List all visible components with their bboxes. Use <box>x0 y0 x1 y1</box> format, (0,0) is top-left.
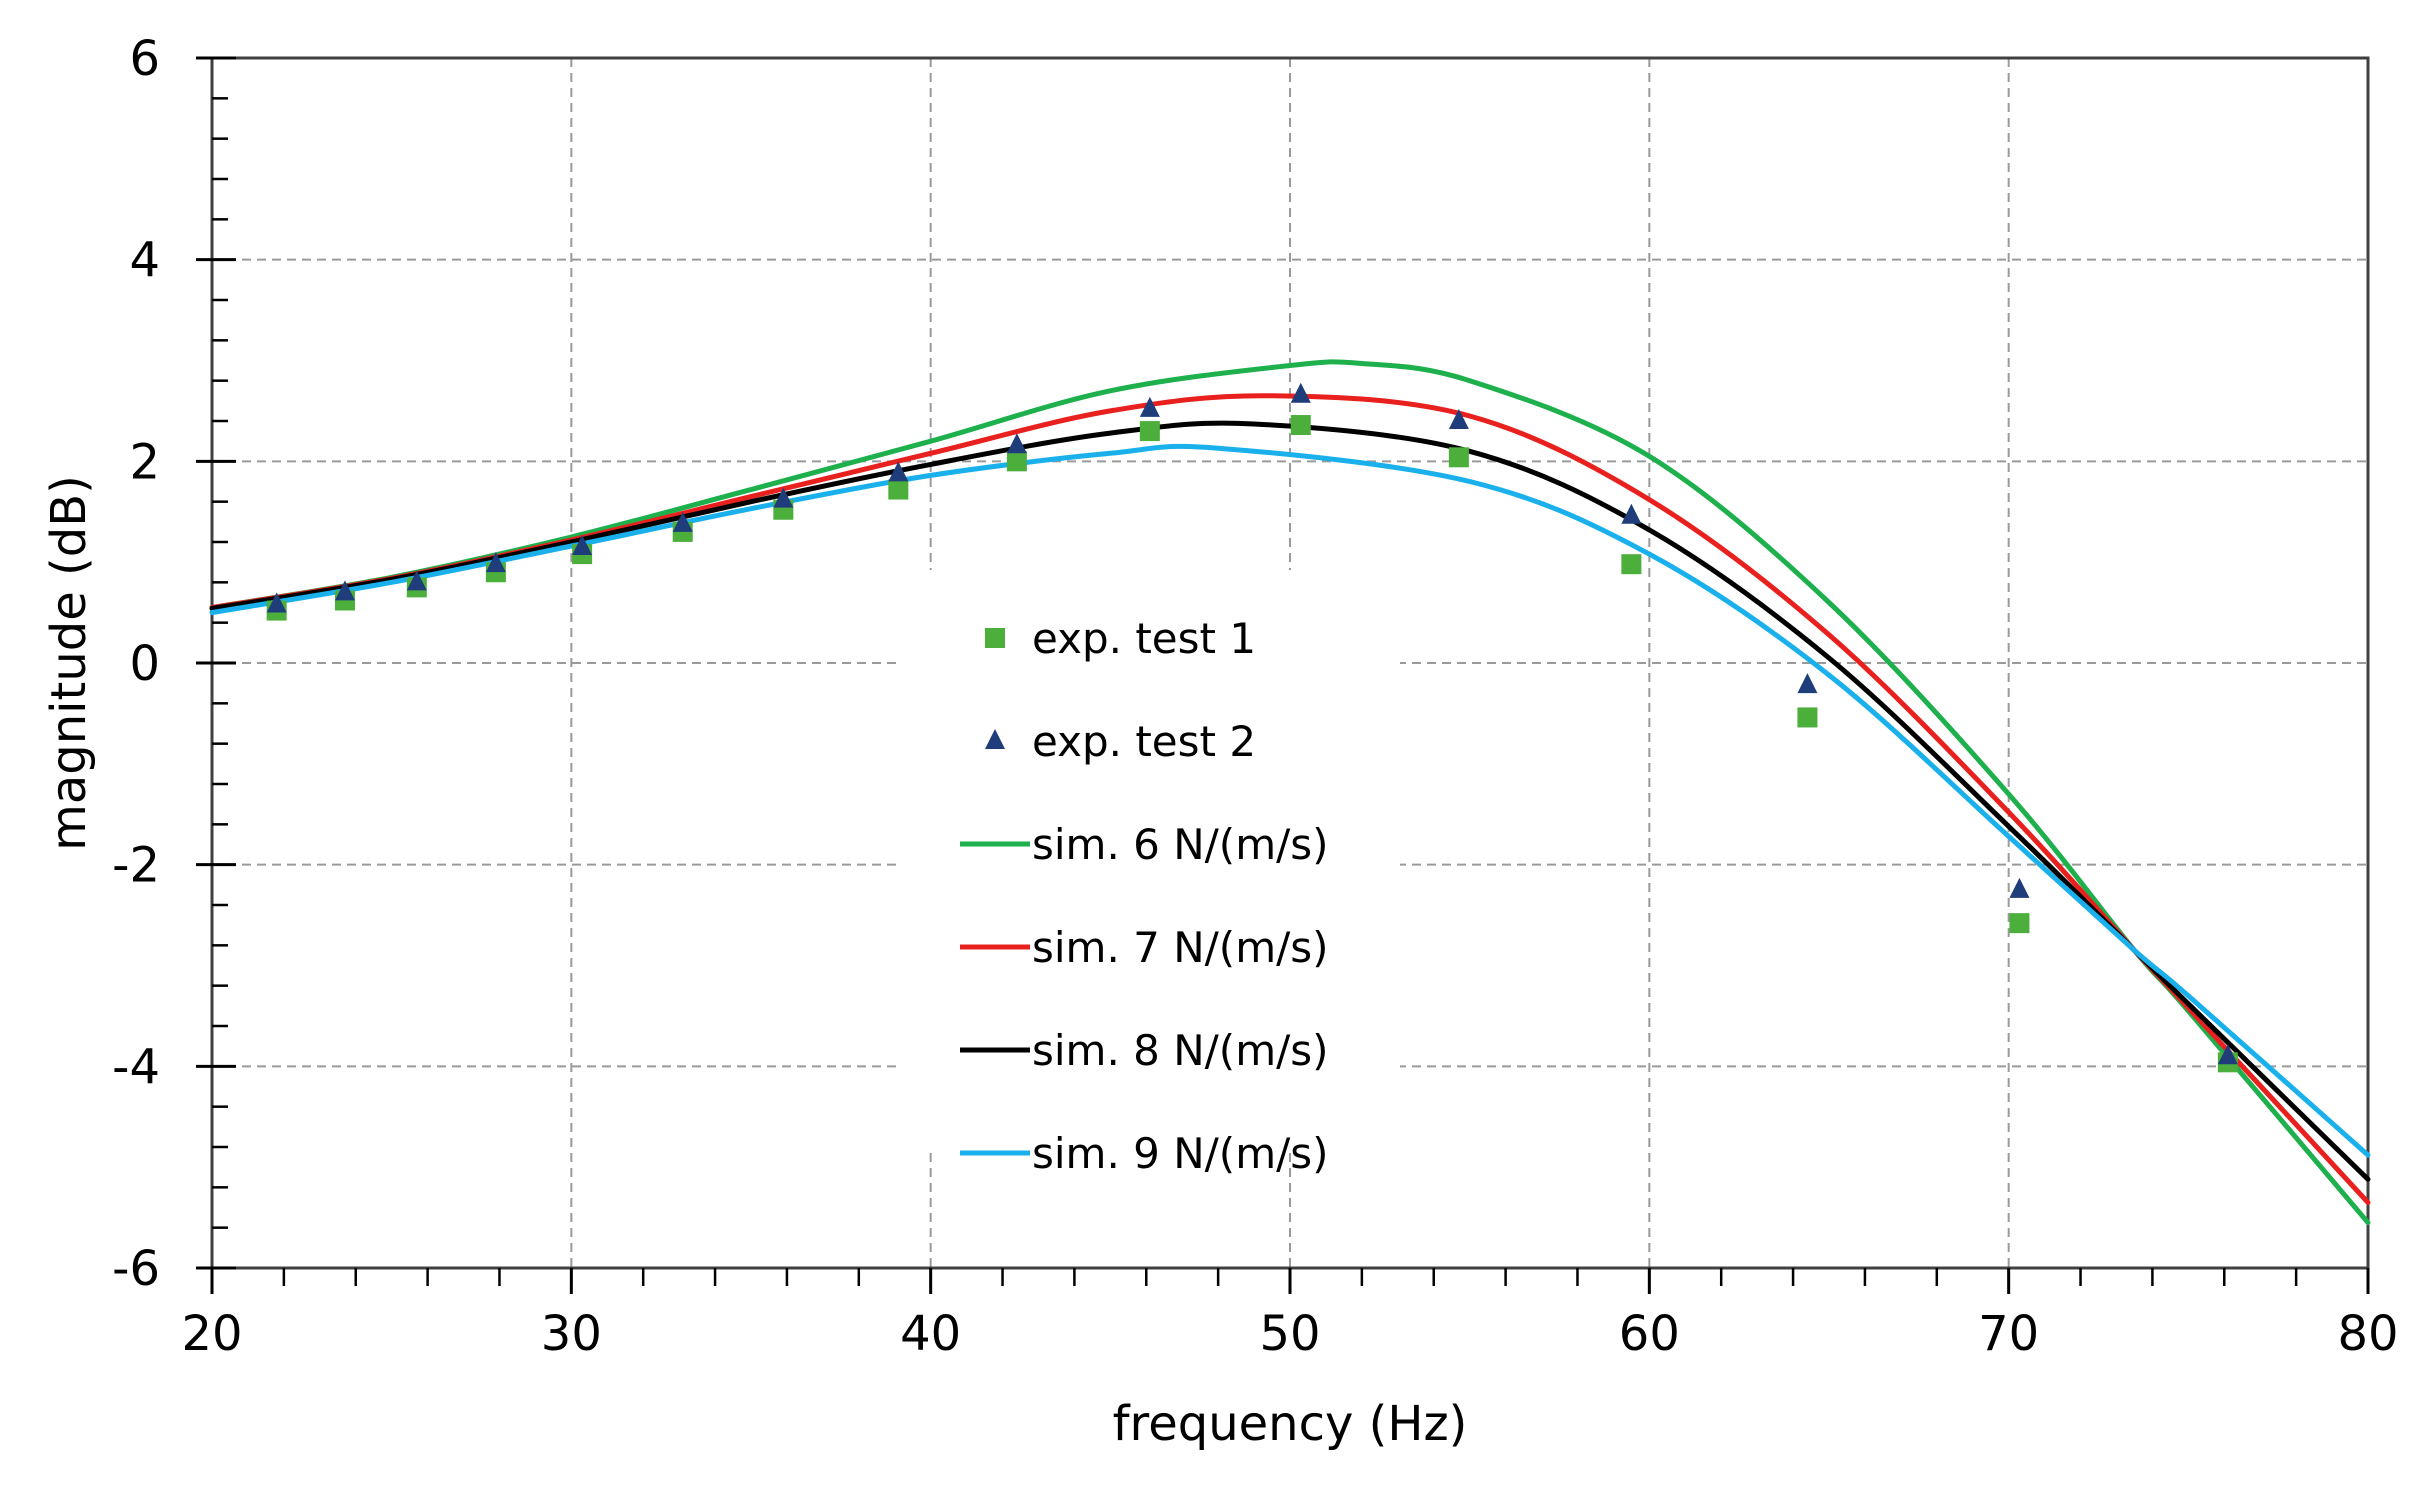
x-tick-label: 80 <box>2337 1306 2398 1362</box>
data-point-exp-test-2 <box>2217 1044 2238 1065</box>
x-tick-label: 50 <box>1259 1306 1320 1362</box>
x-tick-label: 20 <box>181 1306 242 1362</box>
data-point-exp-test-1 <box>1139 421 1160 442</box>
data-point-exp-test-2 <box>572 535 593 556</box>
data-point-exp-test-2 <box>1139 396 1160 417</box>
data-point-exp-test-2 <box>1448 409 1469 429</box>
legend-label-sim-6-n-m-s: sim. 6 N/(m/s) <box>1032 820 1329 869</box>
data-point-exp-test-2 <box>1290 382 1311 403</box>
data-point-exp-test-2 <box>672 511 693 532</box>
series-line-sim-9-n-m-s <box>209 443 2371 1158</box>
data-point-exp-test-2 <box>1621 503 1642 524</box>
y-axis-title: magnitude (dB) <box>41 475 97 851</box>
legend-label-sim-7-n-m-s: sim. 7 N/(m/s) <box>1032 923 1329 972</box>
data-point-exp-test-1 <box>2009 913 2030 934</box>
x-axis-title: frequency (Hz) <box>1113 1396 1468 1452</box>
x-tick-label: 70 <box>1978 1306 2039 1362</box>
data-point-exp-test-2 <box>1006 433 1027 454</box>
data-point-exp-test-2 <box>773 487 794 508</box>
legend: exp. test 1 exp. test 2 sim. 6 N/(m/s) sim.… <box>900 570 1400 1178</box>
legend-marker-exp-test-1 <box>985 628 1005 648</box>
legend-label-exp-test-1: exp. test 1 <box>1032 614 1256 663</box>
y-tick-label: -6 <box>112 1241 160 1297</box>
data-point-exp-test-1 <box>1290 415 1311 436</box>
x-tick-label: 40 <box>900 1306 961 1362</box>
data-point-exp-test-1 <box>1006 451 1027 472</box>
legend-box <box>900 570 1400 1150</box>
axes: 20 30 40 50 60 70 80 -6 -4 -2 0 2 4 6 <box>112 31 2398 1362</box>
data-point-exp-test-1 <box>1621 554 1642 575</box>
y-tick-label: -4 <box>112 1039 160 1095</box>
data-point-exp-test-1 <box>888 479 909 500</box>
y-tick-label: -2 <box>112 838 160 894</box>
y-tick-label: 0 <box>129 636 160 692</box>
y-tick-label: 4 <box>129 233 160 289</box>
x-tick-label: 30 <box>541 1306 602 1362</box>
data-point-exp-test-2 <box>2009 877 2030 898</box>
data-point-exp-test-2 <box>485 552 506 573</box>
legend-label-sim-9-n-m-s: sim. 9 N/(m/s) <box>1032 1129 1329 1178</box>
data-point-exp-test-1 <box>1448 447 1469 468</box>
data-point-exp-test-2 <box>888 461 909 482</box>
data-point-exp-test-1 <box>1797 707 1818 728</box>
data-point-exp-test-2 <box>1797 673 1818 694</box>
legend-label-sim-8-n-m-s: sim. 8 N/(m/s) <box>1032 1026 1329 1075</box>
legend-label-exp-test-2: exp. test 2 <box>1032 717 1256 766</box>
x-tick-label: 60 <box>1619 1306 1680 1362</box>
legend-marker-exp-test-2 <box>985 729 1005 749</box>
y-tick-label: 6 <box>129 31 160 87</box>
data-point-exp-test-2 <box>406 570 427 591</box>
data-point-exp-test-2 <box>334 580 355 601</box>
data-point-exp-test-2 <box>266 592 287 613</box>
y-tick-label: 2 <box>129 434 160 490</box>
plot-series <box>209 359 2371 1226</box>
